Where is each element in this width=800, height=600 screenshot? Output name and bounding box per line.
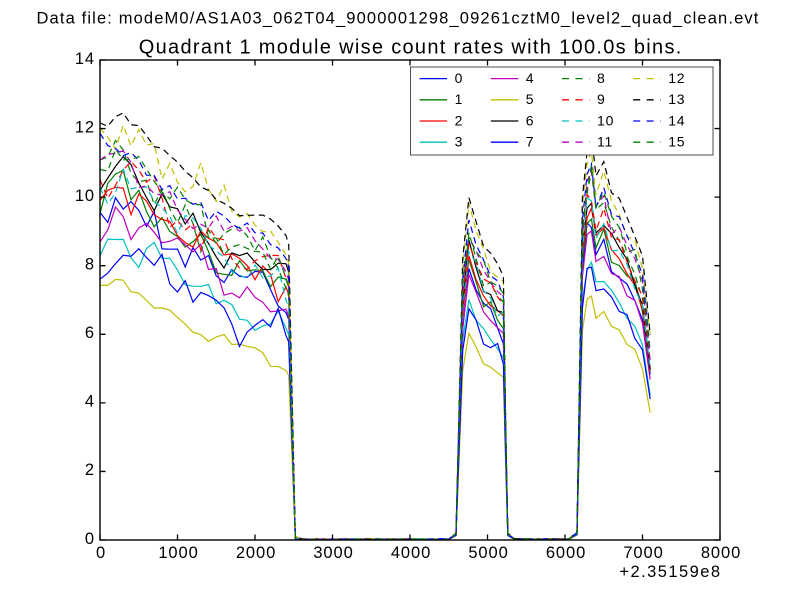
svg-text:0: 0 [96,544,106,562]
svg-text:0: 0 [455,70,464,86]
svg-text:13: 13 [668,91,685,107]
svg-text:11: 11 [597,134,613,150]
svg-text:2: 2 [455,112,464,128]
svg-text:1000: 1000 [158,544,198,562]
svg-text:4: 4 [85,393,95,411]
svg-text:14: 14 [668,112,685,128]
svg-text:3: 3 [455,134,464,150]
svg-text:1: 1 [455,91,464,107]
svg-text:7: 7 [526,134,535,150]
svg-text:3000: 3000 [313,544,353,562]
svg-text:10: 10 [75,187,95,205]
svg-text:9: 9 [597,91,606,107]
svg-text:2: 2 [85,461,95,479]
svg-text:8000: 8000 [701,544,741,562]
svg-text:5000: 5000 [468,544,508,562]
svg-text:14: 14 [75,50,95,68]
svg-text:0: 0 [85,530,95,548]
svg-text:4: 4 [526,70,535,86]
svg-text:8: 8 [85,256,95,274]
svg-text:12: 12 [75,118,95,136]
svg-text:12: 12 [668,70,685,86]
svg-text:5: 5 [526,91,535,107]
svg-text:15: 15 [668,134,685,150]
svg-text:4000: 4000 [391,544,431,562]
svg-text:+2.35159e8: +2.35159e8 [619,563,721,581]
svg-text:Quadrant 1 module wise count r: Quadrant 1 module wise count rates with … [139,37,683,59]
svg-text:6: 6 [85,324,95,342]
svg-text:2000: 2000 [236,544,276,562]
svg-text:Data file: modeM0/AS1A03_062T0: Data file: modeM0/AS1A03_062T04_90000012… [36,10,759,28]
svg-text:8: 8 [597,70,606,86]
svg-text:6: 6 [526,112,535,128]
svg-text:7000: 7000 [623,544,663,562]
svg-text:10: 10 [597,112,614,128]
svg-text:6000: 6000 [546,544,586,562]
